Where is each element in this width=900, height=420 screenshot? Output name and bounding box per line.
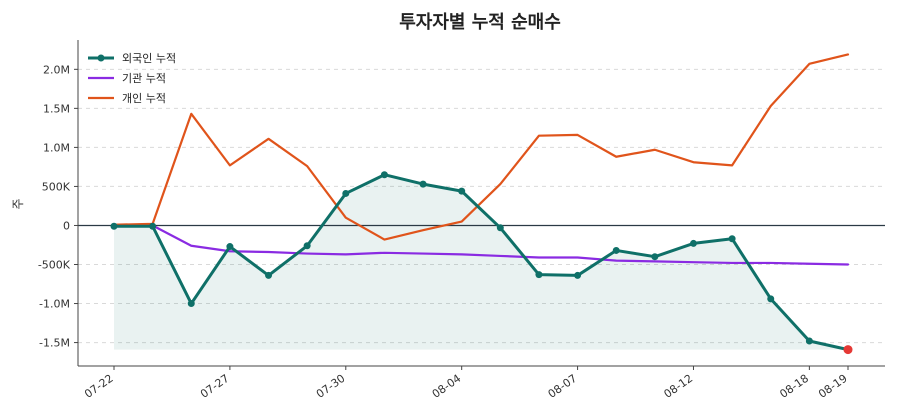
data-point-0-2 bbox=[187, 300, 195, 308]
y-tick-label-7: 2.0M bbox=[43, 63, 70, 76]
x-tick-label-6: 08-18 bbox=[777, 372, 811, 401]
x-tick-label-5: 08-12 bbox=[662, 372, 696, 401]
y-tick-label-6: 1.5M bbox=[43, 102, 70, 115]
x-tick-label-4: 08-07 bbox=[546, 372, 580, 401]
data-point-0-4 bbox=[265, 271, 273, 279]
data-point-0-6 bbox=[342, 189, 350, 197]
x-tick-label-3: 08-04 bbox=[430, 372, 464, 401]
y-tick-label-4: 500K bbox=[42, 180, 71, 193]
data-point-0-1 bbox=[149, 222, 157, 230]
x-ticks: 07-22 07-27 07-30 08-04 08-07 08-12 08-18 08-19 bbox=[82, 366, 850, 401]
axes bbox=[77, 40, 885, 367]
legend-label-1: 기관 누적 bbox=[122, 72, 166, 85]
x-tick-label-7: 08-19 bbox=[816, 372, 850, 401]
data-point-0-0 bbox=[110, 222, 118, 230]
data-point-0-15 bbox=[689, 239, 697, 247]
data-point-0-19 bbox=[843, 345, 853, 355]
series-layer bbox=[110, 53, 853, 355]
grid bbox=[78, 68, 885, 344]
y-ticks: -1.5M -1.0M -500K 0 500K 1.0M 1.5M 2.0M bbox=[38, 63, 78, 350]
data-point-0-12 bbox=[574, 271, 582, 279]
data-point-0-7 bbox=[380, 171, 388, 179]
data-point-0-5 bbox=[303, 242, 311, 250]
y-tick-label-3: 0 bbox=[63, 219, 70, 232]
y-axis-label: 주 bbox=[11, 198, 25, 209]
fill-layer bbox=[114, 174, 848, 350]
chart-title: 투자자별 누적 순매수 bbox=[399, 12, 561, 33]
data-point-0-16 bbox=[728, 235, 736, 243]
series-line-2 bbox=[112, 53, 850, 241]
data-point-0-14 bbox=[651, 253, 659, 261]
data-point-0-13 bbox=[612, 246, 620, 254]
data-point-0-9 bbox=[458, 187, 466, 195]
y-tick-label-2: -500K bbox=[38, 259, 71, 272]
x-tick-label-0: 07-22 bbox=[82, 372, 116, 401]
data-point-0-18 bbox=[805, 337, 813, 345]
data-point-0-17 bbox=[767, 295, 775, 303]
y-tick-label-5: 1.0M bbox=[43, 141, 70, 154]
legend-label-0: 외국인 누적 bbox=[122, 52, 176, 65]
x-tick-label-2: 07-30 bbox=[314, 372, 348, 401]
legend-label-2: 개인 누적 bbox=[122, 92, 166, 105]
series-line-0 bbox=[112, 173, 850, 352]
legend-marker-0 bbox=[97, 54, 105, 62]
data-point-0-3 bbox=[226, 243, 234, 251]
series-fill-0 bbox=[114, 174, 848, 350]
y-tick-label-0: -1.5M bbox=[39, 337, 70, 350]
data-point-0-8 bbox=[419, 180, 427, 188]
x-tick-label-1: 07-27 bbox=[198, 372, 232, 401]
y-tick-label-1: -1.0M bbox=[39, 298, 70, 311]
data-point-0-11 bbox=[535, 271, 543, 279]
data-point-0-10 bbox=[496, 224, 504, 232]
